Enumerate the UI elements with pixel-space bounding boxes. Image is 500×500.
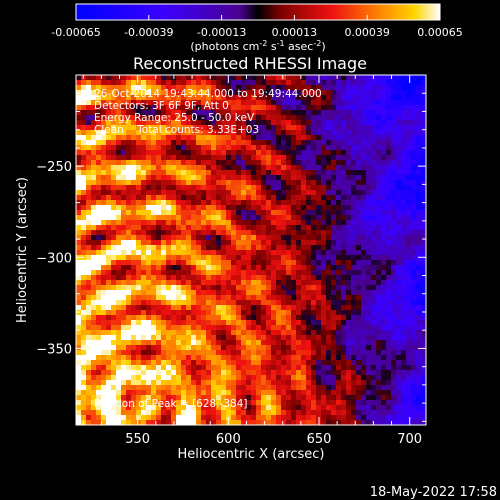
y-tick-label: −300 [36,251,72,266]
colorbar [75,3,441,21]
colorbar-tick-label: -0.00013 [197,26,246,39]
annotation-time-range: 26-Oct-2014 19:43:44.000 to 19:49:44.000 [94,88,322,100]
x-tick-label: 700 [397,432,422,447]
heatmap-image [76,75,426,425]
x-axis-label: Heliocentric X (arcsec) [178,447,325,462]
y-tick-label: −250 [36,160,72,175]
colorbar-tick-label: -0.00065 [51,26,100,39]
chart-title: Reconstructed RHESSI Image [133,54,367,73]
annotation-clean-counts: Clean Total counts: 3.33E+03 [94,124,259,136]
colorbar-tick-label: -0.00039 [124,26,173,39]
y-axis-label: Heliocentric Y (arcsec) [15,177,30,323]
colorbar-tick-label: 0.00039 [344,26,390,39]
x-tick-label: 550 [125,432,150,447]
colorbar-tick-label: 0.00065 [417,26,463,39]
annotation-detectors: Detectors: 3F 6F 9F, Att 0 [94,100,229,112]
info-annotations: 26-Oct-2014 19:43:44.000 to 19:49:44.000… [94,88,322,136]
y-tick-label: −350 [36,342,72,357]
colorbar-tick-label: 0.00013 [272,26,318,39]
colorbar-unit-label: (photons cm-2 s-1 asec-2) [190,39,325,53]
annotation-energy-range: Energy Range: 25.0 - 50.0 keV [94,112,255,124]
colorbar-ticks: -0.00065 -0.00039 -0.00013 0.00013 0.00039 0.… [51,15,463,39]
plot-frame [75,74,427,426]
peak-position-label: Position of Peak = [628,-384] [94,398,248,410]
x-tick-label: 600 [216,432,241,447]
x-tick-label: 650 [307,432,332,447]
axis-ticks: 550 600 650 700 −250 −300 −350 [36,75,426,447]
footer-timestamp: 18-May-2022 17:58 [370,485,497,500]
